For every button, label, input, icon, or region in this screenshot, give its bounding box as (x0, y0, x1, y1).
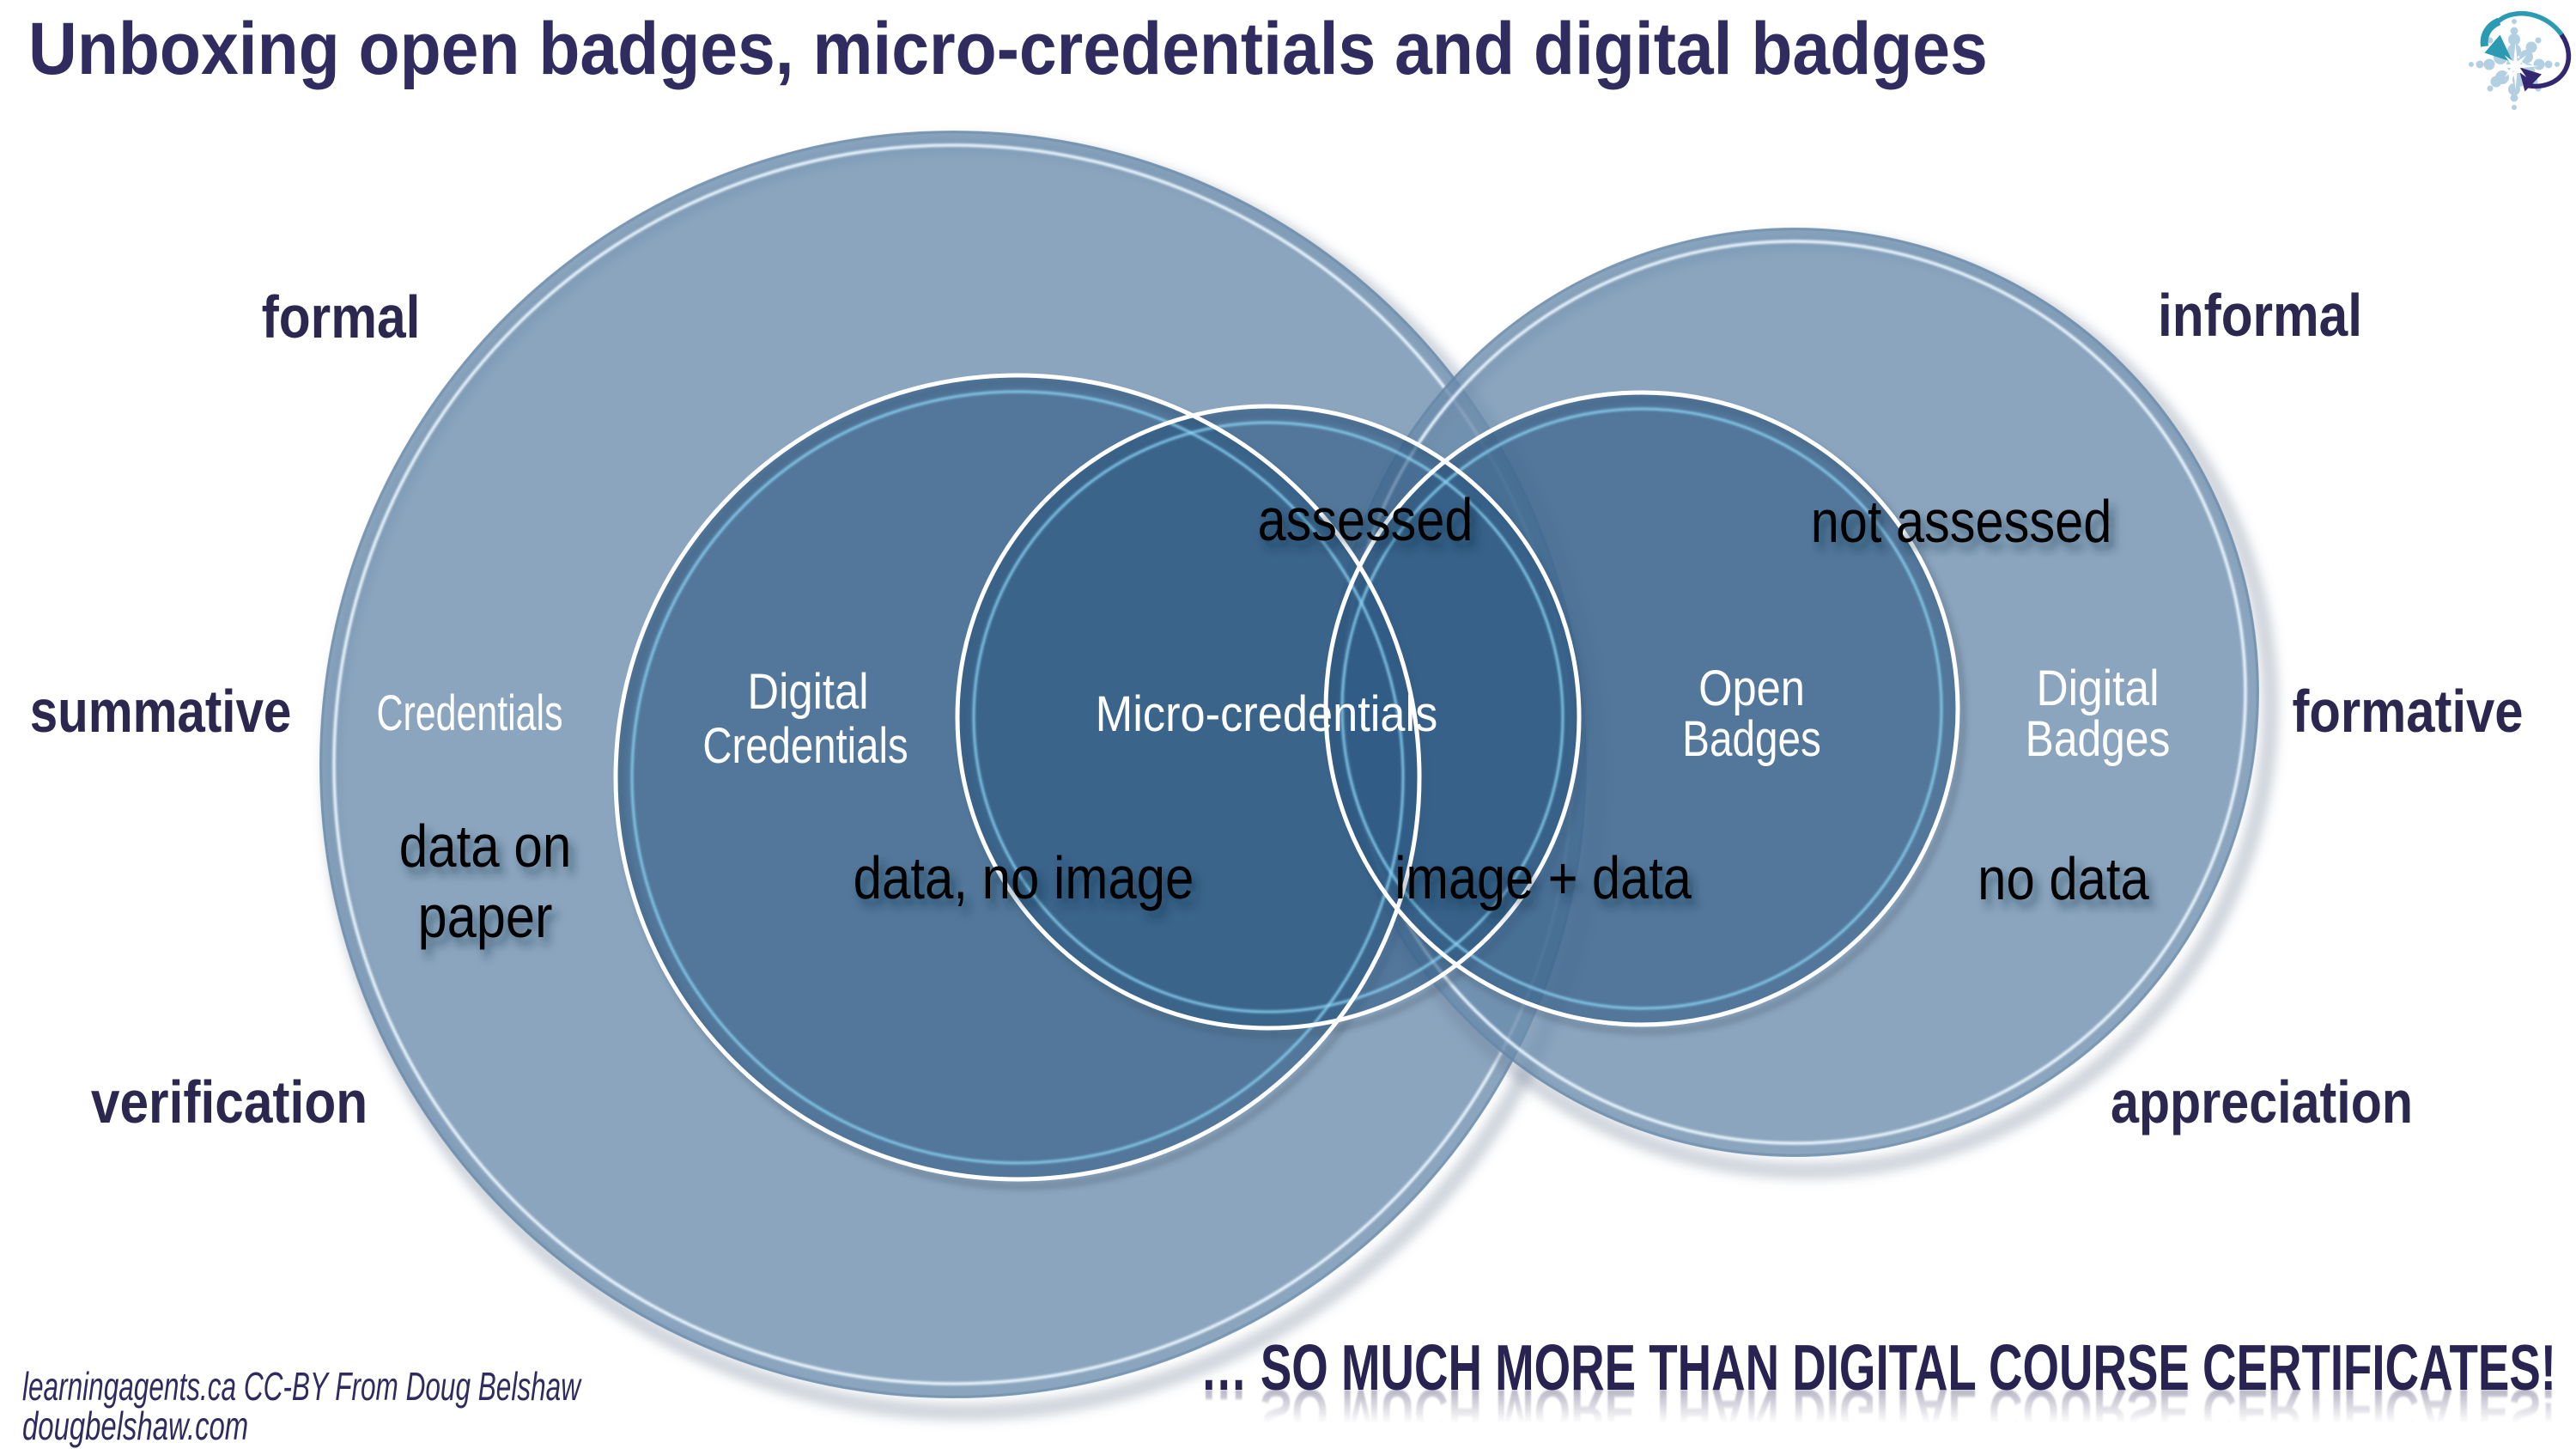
svg-text:appreciation: appreciation (2111, 1068, 2413, 1135)
svg-text:summative: summative (30, 678, 292, 745)
svg-text:not assessed: not assessed (1811, 487, 2112, 555)
svg-text:Badges: Badges (2026, 711, 2171, 766)
svg-text:learningagents.ca CC-BY From D: learningagents.ca CC-BY From Doug Belsha… (22, 1365, 582, 1409)
svg-text:informal: informal (2158, 282, 2362, 349)
svg-text:Credentials: Credentials (376, 685, 562, 741)
svg-text:Open: Open (1698, 661, 1805, 716)
svg-text:no data: no data (1978, 845, 2149, 912)
svg-text:Credentials: Credentials (702, 719, 908, 775)
svg-text:dougbelshaw.com: dougbelshaw.com (22, 1405, 248, 1449)
svg-text:Micro-credentials: Micro-credentials (1096, 686, 1438, 742)
svg-text:data, no image: data, no image (854, 844, 1194, 911)
svg-text:Badges: Badges (1682, 712, 1821, 767)
svg-text:… SO MUCH MORE THAN DIGITAL CO: … SO MUCH MORE THAN DIGITAL COURSE CERTI… (1200, 1376, 2556, 1447)
svg-text:verification: verification (91, 1068, 368, 1135)
svg-text:data on: data on (399, 813, 572, 880)
svg-text:… SO MUCH MORE THAN DIGITAL CO: … SO MUCH MORE THAN DIGITAL COURSE CERTI… (1200, 1332, 2556, 1403)
svg-text:image + data: image + data (1394, 843, 1692, 911)
svg-text:assessed: assessed (1258, 485, 1473, 553)
svg-text:formal: formal (262, 283, 421, 350)
svg-text:Digital: Digital (747, 664, 868, 720)
svg-text:paper: paper (417, 882, 552, 950)
svg-text:Unboxing open badges, micro-cr: Unboxing open badges, micro-credentials … (28, 8, 1988, 90)
svg-text:formative: formative (2292, 678, 2523, 746)
svg-text:Digital: Digital (2036, 660, 2159, 716)
